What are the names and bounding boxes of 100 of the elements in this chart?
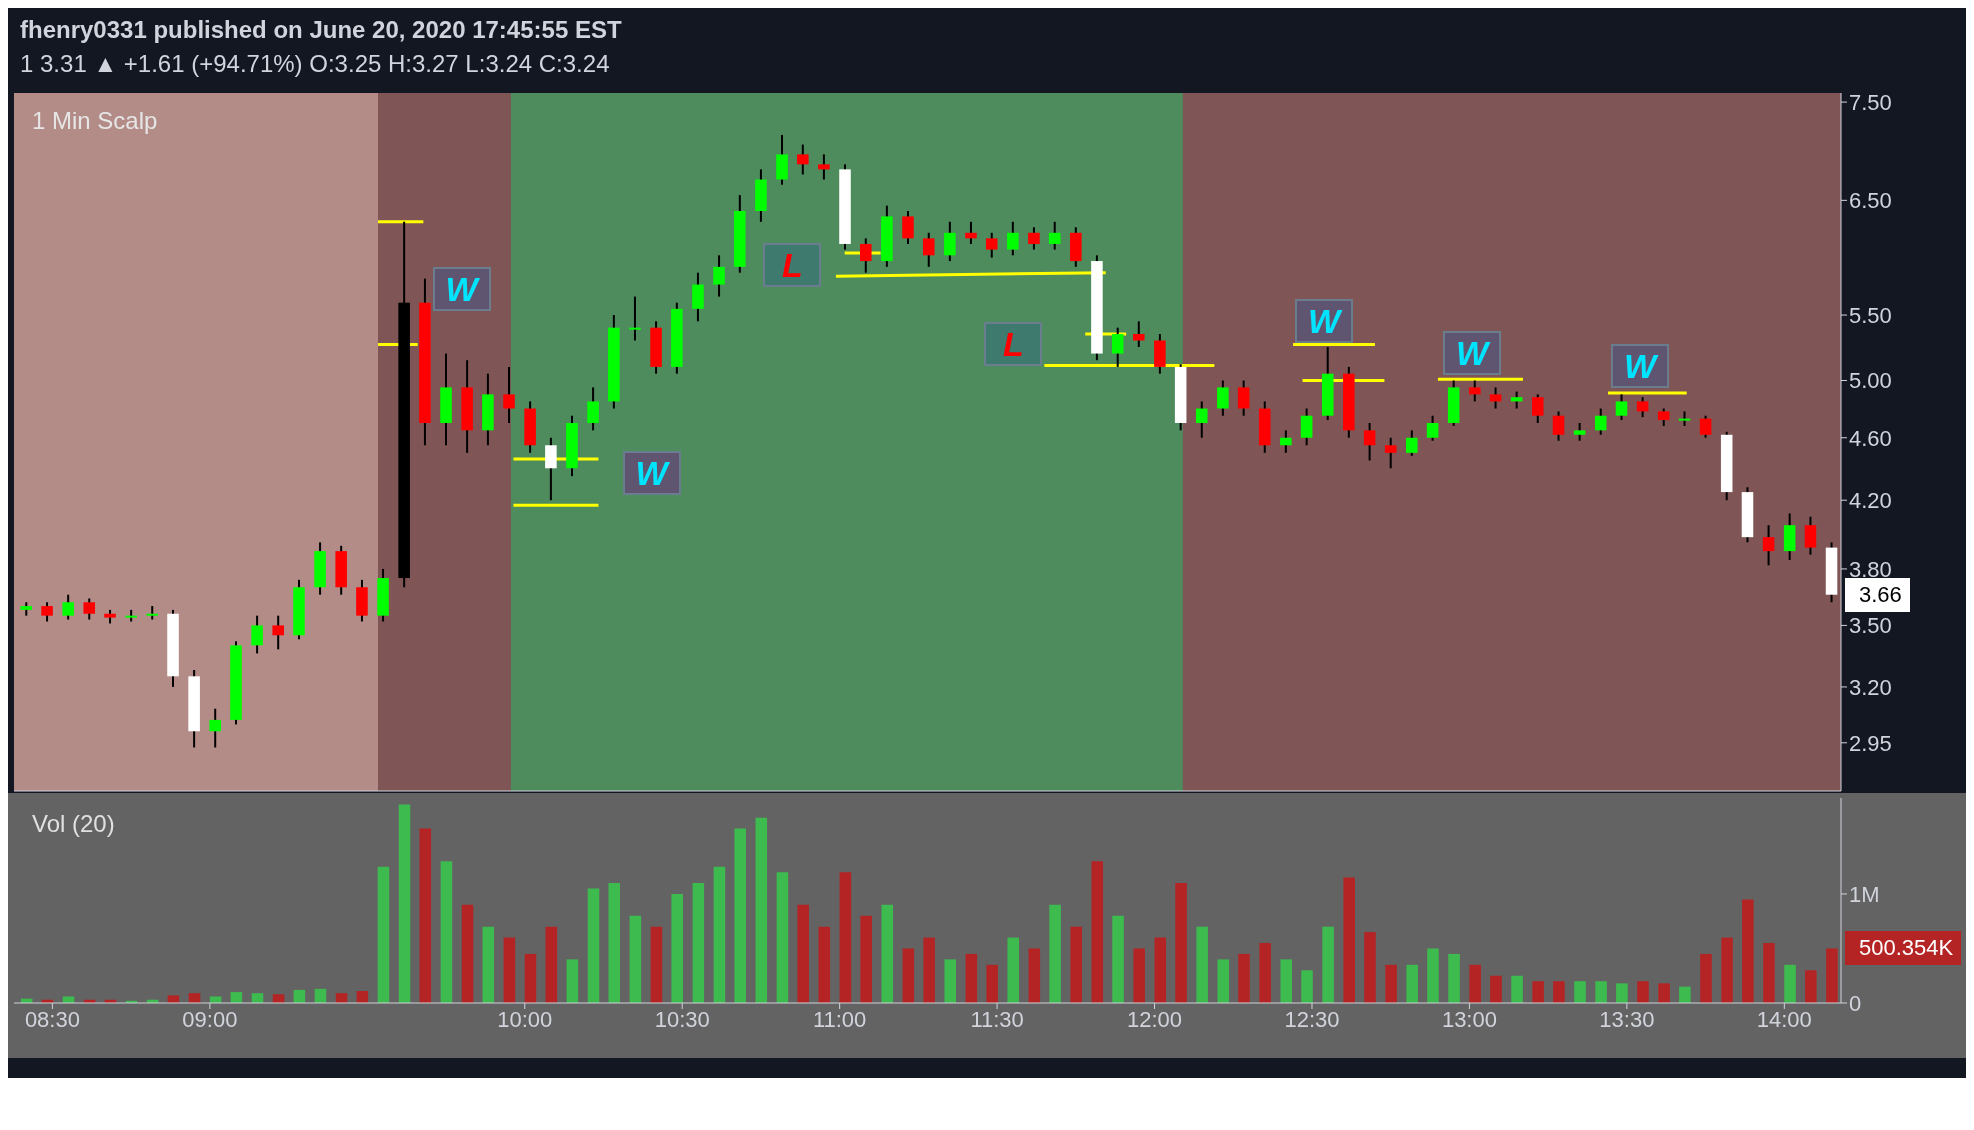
bar (902, 948, 915, 1003)
bar (545, 926, 558, 1003)
bar (398, 804, 411, 1003)
bar (1133, 948, 1145, 1003)
chart-title: fhenry0331 published on June 20, 2020 17:45:55 EST (20, 16, 623, 44)
bar (1616, 983, 1628, 1003)
annotation: W (1611, 343, 1670, 388)
bar (755, 817, 768, 1003)
bar (713, 866, 726, 1003)
bar (1091, 861, 1104, 1003)
candlestick (1426, 414, 1439, 442)
y-tick-label: 3.20 (1849, 674, 1892, 700)
bar (524, 953, 537, 1003)
candlestick (713, 254, 725, 298)
candlestick (1007, 220, 1019, 257)
bar (1826, 948, 1838, 1003)
candlestick (944, 220, 956, 263)
candlestick (1237, 379, 1250, 417)
candlestick (1636, 396, 1649, 419)
bar (1406, 964, 1418, 1003)
x-tick-label: 11:30 (970, 1006, 1024, 1032)
y-tick-label: 0 (1849, 990, 1862, 1016)
candlestick (1028, 226, 1040, 251)
candlestick (1552, 410, 1565, 442)
candlestick (922, 231, 935, 268)
annotation: W (1294, 299, 1353, 344)
y-tick-label: 5.00 (1849, 368, 1892, 394)
candlestick (797, 143, 809, 176)
y-tick-label: 2.95 (1849, 730, 1892, 756)
candlestick (1699, 414, 1712, 439)
bar (1532, 981, 1544, 1003)
candlestick (818, 153, 830, 181)
candlestick (1384, 436, 1397, 470)
bar (503, 937, 516, 1003)
bar (839, 872, 852, 1003)
candlestick (272, 614, 284, 651)
x-tick-label: 13:30 (1599, 1006, 1655, 1032)
bar (1028, 948, 1041, 1003)
bar (1784, 964, 1796, 1003)
bar (776, 872, 789, 1003)
x-tick-label: 12:30 (1284, 1006, 1340, 1032)
candlestick (1280, 429, 1292, 454)
bar (419, 828, 432, 1003)
bar (1301, 970, 1313, 1003)
x-tick-label: 14:00 (1756, 1006, 1812, 1032)
bar (1343, 877, 1355, 1003)
y-tick-label: 7.50 (1849, 89, 1892, 115)
bar (986, 964, 998, 1003)
bar (1238, 953, 1250, 1003)
candlestick (1469, 379, 1481, 403)
bar (1280, 959, 1292, 1003)
bar (1007, 937, 1019, 1003)
bar (1574, 981, 1586, 1003)
candlestick (503, 365, 515, 424)
candlestick (1594, 407, 1607, 436)
bar (1721, 937, 1733, 1003)
candlestick (41, 601, 53, 623)
x-tick-label: 10:00 (497, 1006, 553, 1032)
candlestick (985, 231, 998, 259)
bar (1805, 970, 1817, 1003)
bar (629, 915, 642, 1003)
annotation: L (984, 322, 1043, 367)
bar (461, 904, 474, 1003)
bar (1322, 926, 1334, 1003)
bar (692, 883, 705, 1003)
y-tick-label: 6.50 (1849, 188, 1892, 214)
x-tick-label: 12:00 (1127, 1006, 1183, 1032)
candlestick (209, 707, 221, 749)
y-tick-label: 3.50 (1849, 613, 1892, 639)
bar (965, 953, 978, 1003)
x-tick-label: 10:30 (654, 1006, 710, 1032)
candlestick (1196, 400, 1208, 439)
candlestick (1678, 410, 1691, 427)
bar (1112, 915, 1124, 1003)
annotation: 1 Min Scalp (32, 107, 158, 135)
bar (1196, 926, 1208, 1003)
bar (1658, 983, 1670, 1003)
bar (440, 861, 453, 1003)
bar (1595, 981, 1607, 1003)
x-tick-label: 09:00 (182, 1006, 238, 1032)
candlestick (965, 220, 977, 245)
text: 500.354K (1845, 931, 1962, 966)
annotation: W (432, 267, 491, 312)
candlestick (587, 386, 599, 432)
bar (1490, 975, 1502, 1003)
x-tick-label: 08:30 (24, 1006, 80, 1032)
bar (1448, 953, 1460, 1003)
bar (1175, 883, 1187, 1003)
candlestick (1217, 379, 1229, 417)
bar (1259, 943, 1271, 1003)
x-tick-label: 11:00 (812, 1006, 867, 1032)
bar (608, 883, 621, 1003)
bar (377, 866, 390, 1003)
candlestick (83, 597, 96, 621)
text: 3.66 (1845, 577, 1910, 612)
text: Vol (20) (32, 810, 115, 838)
bar (734, 828, 746, 1003)
y-tick-label: 5.50 (1849, 302, 1892, 328)
candlestick (1111, 326, 1124, 368)
y-tick-label: 1M (1849, 881, 1880, 907)
